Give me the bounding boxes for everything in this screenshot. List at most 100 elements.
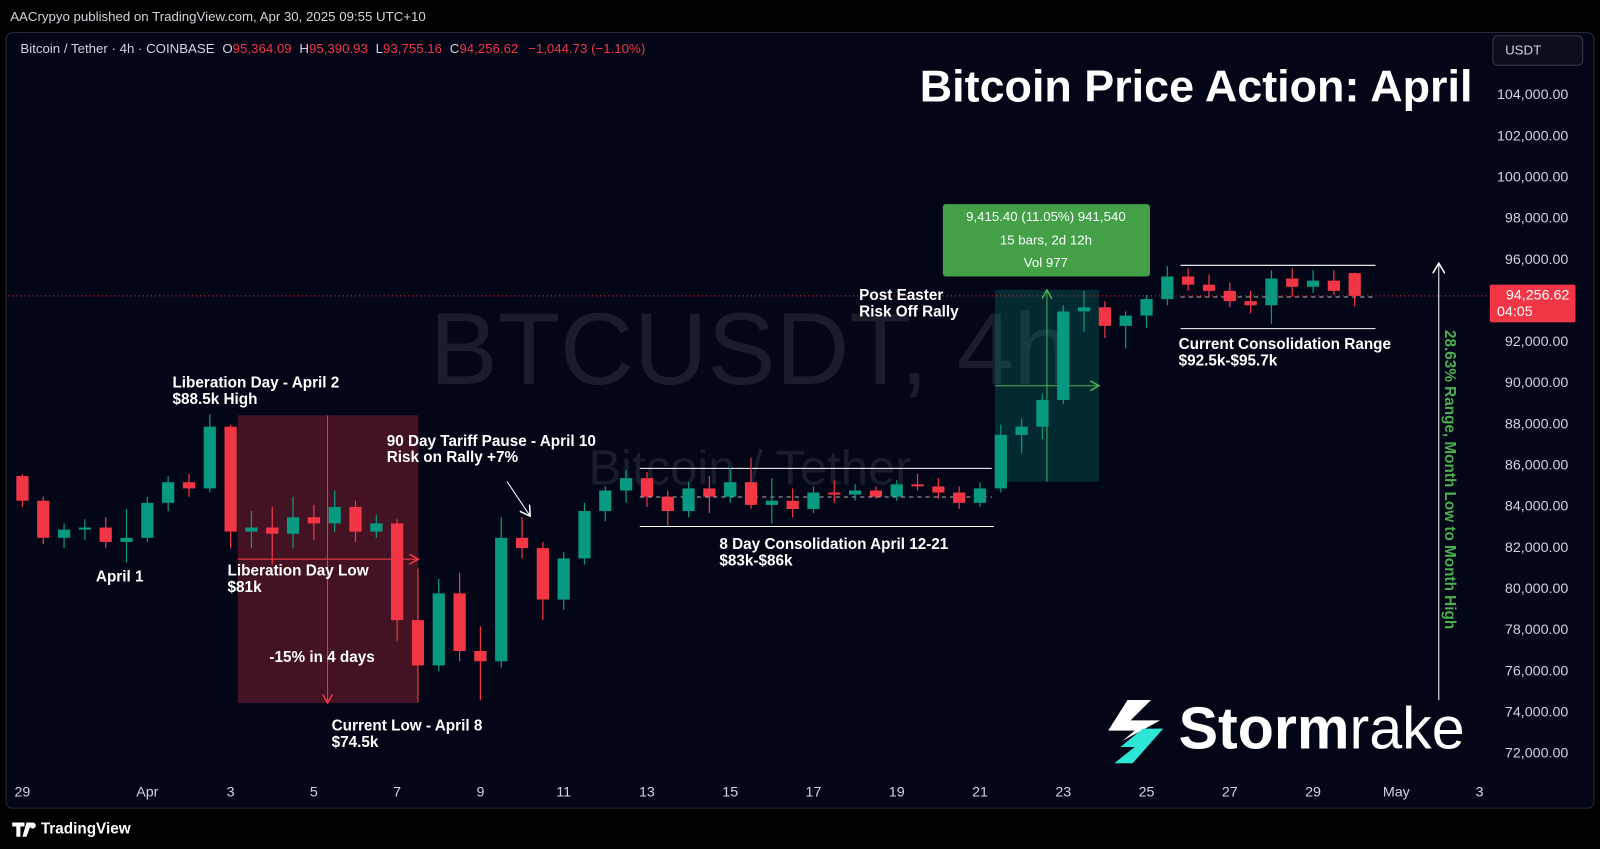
currency-button[interactable] bbox=[1492, 35, 1584, 66]
annotation: $74.5k bbox=[332, 734, 379, 751]
symbol-header: Bitcoin / Tether · 4h · COINBASE O95,364… bbox=[20, 40, 645, 55]
y-tick-label: 96,000.00 bbox=[1505, 252, 1569, 268]
candle-body bbox=[224, 426, 237, 532]
candle-body bbox=[536, 548, 549, 600]
annotation: 90 Day Tariff Pause - April 10 bbox=[387, 433, 596, 450]
open-value: 95,364.09 bbox=[233, 40, 292, 55]
x-tick-label: 29 bbox=[1305, 785, 1321, 801]
candle-body bbox=[307, 517, 320, 524]
candle-body bbox=[973, 488, 987, 503]
annotation: Risk Off Rally bbox=[859, 303, 959, 320]
y-tick-label: 98,000.00 bbox=[1505, 211, 1569, 227]
candle-body bbox=[703, 488, 716, 497]
currency-label[interactable]: USDT bbox=[1505, 43, 1541, 58]
annotation: April 1 bbox=[96, 569, 144, 586]
annotation: Current Consolidation Range bbox=[1179, 336, 1391, 353]
annotation: Liberation Day Low bbox=[228, 562, 369, 579]
y-tick-label: 86,000.00 bbox=[1505, 458, 1569, 474]
candle-body bbox=[620, 478, 633, 491]
candle-body bbox=[1015, 426, 1028, 435]
y-tick-label: 100,000.00 bbox=[1497, 169, 1568, 185]
y-tick-label: 78,000.00 bbox=[1505, 622, 1569, 638]
candle-body bbox=[370, 523, 383, 532]
candle-body bbox=[557, 558, 570, 600]
candle-body bbox=[953, 492, 966, 503]
y-tick-label: 102,000.00 bbox=[1497, 128, 1568, 144]
candle-body bbox=[391, 523, 404, 621]
measure-text: 15 bars, 2d 12h bbox=[1000, 232, 1092, 247]
candle-body bbox=[141, 502, 154, 538]
candle-body bbox=[1119, 315, 1132, 326]
candle-body bbox=[203, 426, 216, 489]
annotation: Liberation Day - April 2 bbox=[172, 375, 339, 392]
candle-body bbox=[890, 484, 903, 497]
candle-body bbox=[932, 486, 945, 493]
y-tick-label: 80,000.00 bbox=[1505, 581, 1569, 597]
candle-body bbox=[744, 482, 758, 505]
x-tick-label: 27 bbox=[1222, 785, 1238, 801]
candle-body bbox=[1161, 276, 1174, 300]
candle-body bbox=[495, 537, 508, 662]
measure-text: Vol 977 bbox=[1024, 255, 1068, 270]
x-tick-label: 25 bbox=[1139, 785, 1155, 801]
annotation: $81k bbox=[228, 579, 263, 596]
y-tick-label: 76,000.00 bbox=[1505, 663, 1569, 679]
annotation: 8 Day Consolidation April 12-21 bbox=[719, 536, 948, 553]
candle-body bbox=[1036, 399, 1049, 427]
candle-body bbox=[1057, 311, 1070, 400]
candle-body bbox=[99, 527, 112, 542]
candle-body bbox=[661, 496, 674, 512]
candle-body bbox=[453, 593, 466, 651]
candle-body bbox=[37, 500, 50, 538]
logo-text: Stormrake bbox=[1179, 694, 1465, 761]
y-tick-label: 104,000.00 bbox=[1497, 87, 1568, 103]
x-tick-label: 3 bbox=[1476, 785, 1484, 801]
candle-body bbox=[411, 620, 425, 666]
close-value: 94,256.62 bbox=[459, 40, 518, 55]
logo-part: Storm bbox=[1179, 694, 1350, 761]
candle-body bbox=[724, 482, 737, 497]
candle-body bbox=[828, 492, 841, 495]
candle-body bbox=[1348, 273, 1361, 296]
candles bbox=[16, 266, 1361, 703]
annotation: $92.5k-$95.7k bbox=[1179, 352, 1278, 369]
x-tick-label: 23 bbox=[1055, 785, 1071, 801]
candle-body bbox=[682, 488, 695, 512]
y-tick-label: 92,000.00 bbox=[1505, 334, 1569, 350]
footer-brand: TradingView bbox=[41, 821, 131, 838]
candle-body bbox=[1182, 276, 1195, 285]
last-price-tag bbox=[1489, 284, 1576, 323]
candle-body bbox=[578, 511, 591, 559]
candle-body bbox=[182, 482, 196, 489]
pause-arrow bbox=[506, 481, 529, 516]
x-tick-label: 21 bbox=[972, 785, 988, 801]
measure-box bbox=[942, 204, 1150, 277]
annotation: Current Low - April 8 bbox=[332, 718, 483, 735]
x-tick-label: 19 bbox=[889, 785, 905, 801]
open-label: O bbox=[222, 40, 232, 55]
candle-body bbox=[640, 478, 654, 497]
chart-title: Bitcoin Price Action: April bbox=[920, 61, 1473, 112]
annotation: Post Easter bbox=[859, 287, 943, 304]
footer-icon bbox=[12, 822, 36, 837]
candle-body bbox=[807, 492, 820, 510]
close-label: C bbox=[450, 40, 460, 55]
change: −1,044.73 (−1.10%) bbox=[528, 40, 645, 55]
y-tick-label: 74,000.00 bbox=[1505, 704, 1569, 720]
x-tick-label: 11 bbox=[556, 785, 571, 801]
low-label: L bbox=[376, 40, 383, 55]
logo-part: rake bbox=[1350, 694, 1465, 761]
candle-body bbox=[286, 517, 300, 534]
annotation: -15% in 4 days bbox=[269, 649, 374, 666]
candle-body bbox=[515, 537, 529, 549]
candle-body bbox=[786, 500, 799, 510]
candle-body bbox=[1202, 284, 1216, 291]
low-value: 93,755.16 bbox=[383, 40, 442, 55]
candle-body bbox=[765, 500, 778, 505]
candle-body bbox=[1223, 290, 1236, 302]
x-tick-label: May bbox=[1383, 785, 1411, 801]
high-label: H bbox=[299, 40, 309, 55]
candle-body bbox=[162, 482, 175, 503]
